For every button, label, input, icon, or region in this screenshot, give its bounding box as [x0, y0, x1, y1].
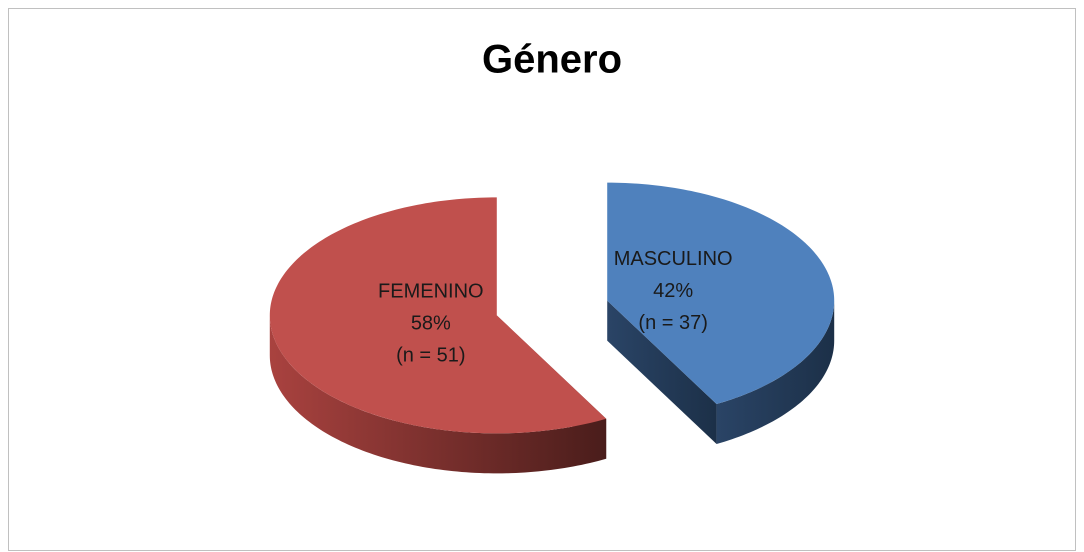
slice-value-label: 58% [411, 312, 451, 334]
slice-category-label: MASCULINO [614, 248, 733, 270]
slice-category-label: FEMENINO [378, 280, 484, 302]
slice-side [716, 300, 835, 445]
pie-slice [269, 197, 607, 434]
slice-count-label: (n = 51) [396, 344, 465, 366]
slice-side [607, 300, 717, 445]
slice-side [269, 315, 607, 474]
slice-count-label: (n = 37) [638, 312, 707, 334]
chart-title: Género [482, 38, 622, 82]
pie-slice [607, 182, 835, 405]
pie-tops [269, 182, 835, 434]
data-labels: MASCULINO 42% (n = 37) FEMENINO 58% (n = 51) [378, 248, 733, 366]
slice-value-label: 42% [653, 280, 693, 302]
